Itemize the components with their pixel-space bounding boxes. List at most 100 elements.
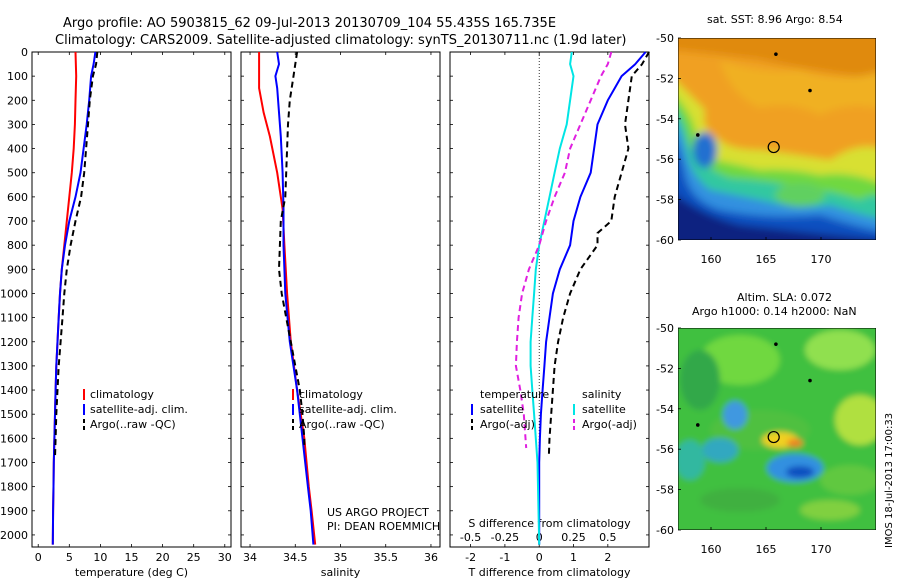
sst_map-float-marker xyxy=(696,133,700,137)
series-difference-salinity-satellite xyxy=(529,51,575,545)
ytick-label-500: 500 xyxy=(7,167,28,180)
sla_map-ytick-label-60: -60 xyxy=(656,524,674,537)
salinity-axes-box xyxy=(240,51,441,548)
sla_map-float-marker xyxy=(696,423,700,427)
ytick-label-1000: 1000 xyxy=(0,287,28,300)
salinity-xtick-label-35-5: 35.5 xyxy=(373,551,398,564)
sla_map-ytick-label-54: -54 xyxy=(656,403,674,416)
sla_map-ytick-label-50: -50 xyxy=(656,322,674,335)
sla_map-float-marker xyxy=(808,378,812,383)
sla-field xyxy=(678,328,876,530)
ytick-label-200: 200 xyxy=(7,94,28,107)
s-tick-label-0-25: -0.25 xyxy=(491,531,519,544)
sla_map-xtick-label-170: 170 xyxy=(811,543,832,556)
project-note-line1: US ARGO PROJECT xyxy=(327,506,429,519)
sla_map-ytick-label-52: -52 xyxy=(656,362,674,375)
legend-label-t-argo-adj: Argo(-adj) xyxy=(480,418,535,431)
sst-map-title: sat. SST: 8.96 Argo: 8.54 xyxy=(707,13,843,26)
ytick-label-2000: 2000 xyxy=(0,529,28,542)
temperature-xtick-label-15: 15 xyxy=(125,551,139,564)
legend-label-s-argo-adj: Argo(-adj) xyxy=(582,418,637,431)
legend-label-climatology: climatology xyxy=(90,388,154,401)
sla_map-argo-position-marker xyxy=(767,430,780,444)
ytick-label-0: 0 xyxy=(21,46,28,59)
ytick-label-1600: 1600 xyxy=(0,432,28,445)
ytick-label-600: 600 xyxy=(7,191,28,204)
sst_map-xtick-label-170: 170 xyxy=(811,253,832,266)
sla_map-float-marker xyxy=(774,342,778,346)
temperature-xtick-label-20: 20 xyxy=(156,551,170,564)
sla_map-ytick-label-56: -56 xyxy=(656,443,674,456)
series-difference-temperature-argo-adj xyxy=(547,51,650,458)
salinity-xtick-label-35: 35 xyxy=(334,551,348,564)
temperature-xtick-label-10: 10 xyxy=(93,551,107,564)
difference-xtick-label-2: -2 xyxy=(465,551,476,564)
sst-map: sat. SST: 8.96 Argo: 8.54 -50 -52 -54 -56 -5… xyxy=(656,13,876,266)
difference-top-xlabel: S difference from climatology xyxy=(468,517,631,530)
figure-title-line1: Argo profile: AO 5903815_62 09-Jul-2013 … xyxy=(63,16,556,31)
legend-label-s-satellite: satellite xyxy=(582,403,626,416)
salinity-xtick-label-34: 34 xyxy=(243,551,257,564)
temperature-xtick-label-30: 30 xyxy=(218,551,232,564)
legend-label-satellite-adj-clim: satellite-adj. clim. xyxy=(299,403,397,416)
series-salinity-satellite-adj-clim xyxy=(274,51,315,545)
sla_map-xtick-label-165: 165 xyxy=(756,543,777,556)
series-difference-salinity-argo-adj xyxy=(514,51,613,449)
salinity-xtick-label-36: 36 xyxy=(424,551,438,564)
sst_map-ytick-label-50: -50 xyxy=(656,32,674,45)
ytick-label-1400: 1400 xyxy=(0,384,28,397)
legend-title-temperature: temperature xyxy=(480,388,549,401)
ytick-label-1100: 1100 xyxy=(0,312,28,325)
series-temperature-argo-raw-qc xyxy=(54,51,99,458)
sst_map-xtick-label-165: 165 xyxy=(756,253,777,266)
imos-timestamp: IMOS 18-Jul-2013 17:00:33 xyxy=(884,413,895,548)
ytick-label-1800: 1800 xyxy=(0,481,28,494)
sst_map-ytick-label-52: -52 xyxy=(656,72,674,85)
sst_map-float-marker xyxy=(774,52,778,56)
sst-map-axes: -50 -52 -54 -56 -58 -60 160 165 170 xyxy=(656,32,831,266)
difference-xtick-label-1: 1 xyxy=(570,551,577,564)
series-salinity-climatology xyxy=(258,52,317,545)
salinity-xtick-label-34-5: 34.5 xyxy=(283,551,308,564)
sla-map-title: Altim. SLA: 0.072 xyxy=(737,291,832,304)
sst_map-ytick-label-58: -58 xyxy=(656,194,674,207)
legend-label-argo-raw-qc: Argo(..raw -QC) xyxy=(299,418,385,431)
difference-axes-box xyxy=(449,51,650,548)
temperature-xtick-label-0: 0 xyxy=(35,551,42,564)
sla-map-subtitle: Argo h1000: 0.14 h2000: NaN xyxy=(692,305,857,318)
series-difference-temperature-satellite xyxy=(538,51,647,545)
figure-title-line2: Climatology: CARS2009. Satellite-adjuste… xyxy=(55,33,627,48)
difference-xtick-label-1: -1 xyxy=(499,551,510,564)
ytick-label-1500: 1500 xyxy=(0,408,28,421)
difference-xlabel: T difference from climatology xyxy=(468,566,631,579)
difference-xtick-label-2: 2 xyxy=(604,551,611,564)
ytick-label-1300: 1300 xyxy=(0,360,28,373)
s-tick-label-0-5: 0.5 xyxy=(599,531,617,544)
sst_map-ytick-label-54: -54 xyxy=(656,113,674,126)
temperature-plot: 0100200300400500600700800900100011001200… xyxy=(0,46,232,579)
sst-field xyxy=(678,38,876,240)
sst_map-xtick-label-160: 160 xyxy=(701,253,722,266)
sla-map: Altim. SLA: 0.072 Argo h1000: 0.14 h2000… xyxy=(656,291,876,556)
sst_map-float-marker xyxy=(808,88,812,93)
ytick-label-100: 100 xyxy=(7,70,28,83)
ytick-label-800: 800 xyxy=(7,239,28,252)
ytick-label-1200: 1200 xyxy=(0,336,28,349)
s-tick-label-0-25: 0.25 xyxy=(561,531,586,544)
legend-label-argo-raw-qc: Argo(..raw -QC) xyxy=(90,418,176,431)
temperature-axes-box xyxy=(31,51,232,548)
sst_map-argo-position-marker xyxy=(767,140,780,154)
difference-xtick-label-0: 0 xyxy=(536,551,543,564)
sla_map-ytick-label-58: -58 xyxy=(656,484,674,497)
temperature-xtick-label-5: 5 xyxy=(66,551,73,564)
ytick-label-1700: 1700 xyxy=(0,456,28,469)
sst_map-ytick-label-56: -56 xyxy=(656,153,674,166)
salinity-xlabel: salinity xyxy=(321,566,361,579)
sla-map-axes: -50 -52 -54 -56 -58 -60 160 165 170 xyxy=(656,322,831,556)
series-salinity-argo-raw-qc xyxy=(277,51,306,448)
temperature-xlabel: temperature (deg C) xyxy=(75,566,188,579)
ytick-label-300: 300 xyxy=(7,118,28,131)
ytick-label-1900: 1900 xyxy=(0,505,28,518)
s-tick-label-0-5: -0.5 xyxy=(460,531,481,544)
